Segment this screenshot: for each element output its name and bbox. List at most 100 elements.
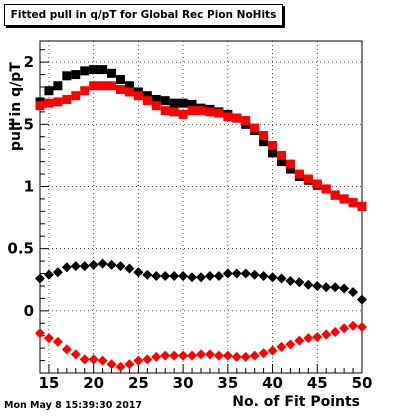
data-point-square bbox=[178, 109, 188, 119]
data-point-diamond bbox=[43, 269, 54, 280]
data-point-diamond bbox=[52, 336, 63, 347]
data-point-square bbox=[98, 65, 108, 75]
data-point-square bbox=[151, 101, 161, 111]
data-point-diamond bbox=[303, 279, 314, 290]
data-point-square bbox=[107, 81, 117, 91]
data-point-square bbox=[223, 112, 233, 122]
data-point-diamond bbox=[222, 268, 233, 279]
data-point-square bbox=[285, 159, 295, 169]
data-point-square bbox=[80, 66, 90, 76]
x-tick-label: 20 bbox=[83, 374, 104, 392]
data-point-diamond bbox=[52, 267, 63, 278]
data-point-square bbox=[250, 123, 260, 133]
data-point-diamond bbox=[357, 294, 367, 305]
data-point-diamond bbox=[312, 280, 323, 291]
data-point-diamond bbox=[249, 269, 260, 280]
data-point-diamond bbox=[196, 272, 206, 283]
data-point-square bbox=[116, 75, 125, 85]
timestamp: Mon May 8 15:39:30 2017 bbox=[4, 400, 143, 411]
data-point-diamond bbox=[79, 354, 90, 365]
data-point-diamond bbox=[169, 350, 180, 361]
data-point-square bbox=[241, 116, 251, 126]
data-point-square bbox=[44, 86, 54, 96]
y-tick-label: 0.5 bbox=[7, 240, 34, 258]
data-point-square bbox=[35, 101, 45, 111]
data-point-diamond bbox=[240, 351, 251, 362]
data-point-square bbox=[259, 137, 269, 147]
data-point-square bbox=[196, 106, 206, 116]
data-point-diamond bbox=[70, 349, 81, 360]
data-point-diamond bbox=[115, 361, 126, 372]
data-point-diamond bbox=[178, 271, 189, 282]
y-axis-title: pull in q/pT bbox=[8, 62, 24, 151]
data-point-square bbox=[80, 86, 90, 96]
data-point-square bbox=[187, 99, 197, 109]
data-point-diamond bbox=[106, 259, 117, 270]
data-point-square bbox=[268, 148, 278, 158]
data-point-square bbox=[62, 94, 72, 104]
data-point-diamond bbox=[133, 267, 144, 278]
x-tick-label: 50 bbox=[352, 374, 373, 392]
data-point-square bbox=[160, 106, 170, 116]
x-tick-label: 45 bbox=[307, 374, 328, 392]
data-point-square bbox=[89, 65, 99, 75]
data-point-diamond bbox=[249, 350, 260, 361]
data-point-diamond bbox=[231, 268, 242, 279]
data-point-square bbox=[44, 98, 54, 108]
data-point-square bbox=[303, 174, 313, 184]
data-point-diamond bbox=[160, 350, 171, 361]
data-point-square bbox=[89, 81, 99, 91]
data-point-diamond bbox=[142, 269, 153, 280]
data-point-diamond bbox=[196, 349, 206, 360]
x-tick-label: 15 bbox=[39, 374, 60, 392]
data-point-diamond bbox=[348, 320, 359, 331]
data-point-square bbox=[142, 96, 152, 106]
data-point-square bbox=[214, 108, 224, 118]
data-point-square bbox=[169, 98, 179, 108]
data-point-diamond bbox=[151, 271, 162, 282]
data-point-diamond bbox=[35, 273, 45, 284]
data-point-diamond bbox=[151, 351, 162, 362]
data-point-diamond bbox=[124, 359, 135, 370]
x-tick-label: 40 bbox=[262, 374, 283, 392]
data-point-diamond bbox=[43, 333, 54, 344]
data-point-square bbox=[151, 94, 161, 104]
data-point-square bbox=[330, 190, 340, 200]
data-point-diamond bbox=[303, 333, 314, 344]
data-point-diamond bbox=[285, 275, 296, 286]
data-point-diamond bbox=[79, 261, 90, 272]
data-point-square bbox=[142, 91, 152, 101]
data-point-square bbox=[285, 164, 295, 174]
data-point-diamond bbox=[97, 355, 108, 366]
y-tick-label: 1 bbox=[24, 177, 34, 195]
data-point-diamond bbox=[339, 283, 350, 294]
y-tick-label: 1.5 bbox=[7, 115, 34, 133]
data-point-diamond bbox=[276, 273, 287, 284]
data-point-diamond bbox=[339, 323, 350, 334]
data-point-diamond bbox=[348, 287, 359, 298]
data-point-diamond bbox=[160, 271, 171, 282]
data-point-square bbox=[232, 113, 242, 123]
data-point-diamond bbox=[88, 259, 99, 270]
data-point-diamond bbox=[124, 263, 135, 274]
data-point-square bbox=[133, 91, 143, 101]
data-point-square bbox=[107, 68, 117, 78]
data-point-diamond bbox=[61, 262, 72, 273]
data-point-square bbox=[53, 81, 63, 91]
data-point-square bbox=[339, 194, 349, 204]
data-point-diamond bbox=[213, 271, 224, 282]
data-point-diamond bbox=[294, 335, 305, 346]
y-axis-title-text: pull in q/pT bbox=[8, 62, 24, 151]
data-point-diamond bbox=[330, 282, 341, 293]
data-point-diamond bbox=[88, 354, 99, 365]
x-tick-label: 30 bbox=[173, 374, 194, 392]
data-point-square bbox=[178, 98, 188, 108]
chart-title: Fitted pull in q/pT for Global Rec Pion … bbox=[4, 4, 283, 26]
data-point-diamond bbox=[61, 344, 72, 355]
data-point-diamond bbox=[97, 258, 108, 269]
y-tick-label: 2 bbox=[24, 53, 34, 71]
data-point-diamond bbox=[204, 349, 215, 360]
data-point-diamond bbox=[187, 272, 198, 283]
x-tick-label: 25 bbox=[128, 374, 149, 392]
